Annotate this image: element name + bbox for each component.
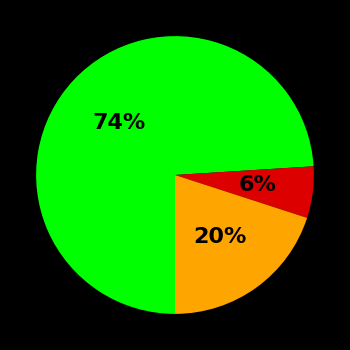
Wedge shape [175,166,314,218]
Wedge shape [175,175,307,314]
Wedge shape [36,36,314,314]
Text: 20%: 20% [193,227,247,247]
Text: 6%: 6% [239,175,276,195]
Text: 74%: 74% [93,113,146,133]
